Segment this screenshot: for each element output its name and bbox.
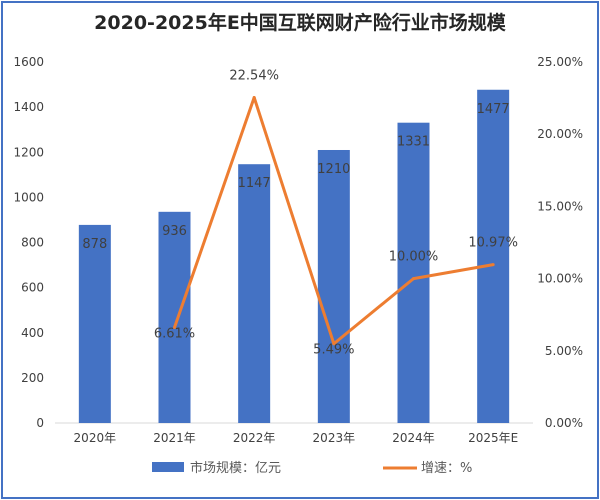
y-right-tick-label: 15.00% bbox=[537, 199, 583, 213]
x-tick-label: 2023年 bbox=[313, 431, 356, 445]
x-tick-label: 2025年E bbox=[468, 431, 518, 445]
bar-data-label: 1210 bbox=[317, 162, 350, 177]
y-left-tick-label: 1600 bbox=[13, 55, 44, 69]
y-left-tick-label: 1000 bbox=[13, 190, 44, 204]
x-tick-label: 2022年 bbox=[233, 431, 276, 445]
growth-point bbox=[491, 263, 495, 267]
bar-data-label: 936 bbox=[162, 224, 187, 239]
y-left-tick-label: 600 bbox=[21, 281, 44, 295]
growth-data-label: 6.61% bbox=[154, 327, 195, 342]
x-tick-label: 2024年 bbox=[392, 431, 435, 445]
y-right-tick-label: 20.00% bbox=[537, 127, 583, 141]
y-left-tick-label: 1200 bbox=[13, 145, 44, 159]
y-left-tick-label: 200 bbox=[21, 371, 44, 385]
legend-bar-label: 市场规模：亿元 bbox=[190, 460, 281, 476]
growth-point bbox=[412, 277, 415, 281]
legend-line-label: 增速：% bbox=[421, 461, 472, 476]
y-left-tick-label: 0 bbox=[36, 416, 44, 430]
growth-point bbox=[173, 326, 176, 330]
bar bbox=[317, 149, 350, 423]
x-tick-label: 2021年 bbox=[153, 431, 196, 445]
legend-bar-swatch bbox=[152, 462, 184, 472]
bar-data-label: 1331 bbox=[397, 135, 430, 150]
bar-data-label: 878 bbox=[82, 237, 107, 252]
bar bbox=[238, 164, 271, 423]
bar-data-label: 1477 bbox=[477, 102, 510, 117]
growth-data-label: 5.49% bbox=[313, 343, 354, 358]
y-right-tick-label: 0.00% bbox=[545, 416, 583, 430]
growth-data-label: 22.54% bbox=[229, 69, 279, 84]
y-right-tick-label: 25.00% bbox=[537, 55, 583, 69]
bar bbox=[158, 211, 191, 423]
y-left-tick-label: 800 bbox=[21, 236, 44, 250]
y-right-tick-label: 10.00% bbox=[537, 272, 583, 286]
growth-data-label: 10.97% bbox=[468, 236, 518, 251]
y-left-tick-label: 400 bbox=[21, 326, 44, 340]
growth-point bbox=[332, 342, 336, 346]
growth-point bbox=[252, 96, 256, 100]
bar bbox=[397, 122, 430, 424]
bar bbox=[477, 89, 510, 423]
chart-title: 2020-2025年E中国互联网财产险行业市场规模 bbox=[94, 11, 507, 34]
growth-data-label: 10.00% bbox=[389, 250, 439, 265]
y-right-tick-label: 5.00% bbox=[545, 344, 583, 358]
bar bbox=[78, 224, 111, 423]
x-tick-label: 2020年 bbox=[74, 431, 117, 445]
bar-data-label: 1147 bbox=[238, 176, 271, 191]
y-left-tick-label: 1400 bbox=[13, 100, 44, 114]
